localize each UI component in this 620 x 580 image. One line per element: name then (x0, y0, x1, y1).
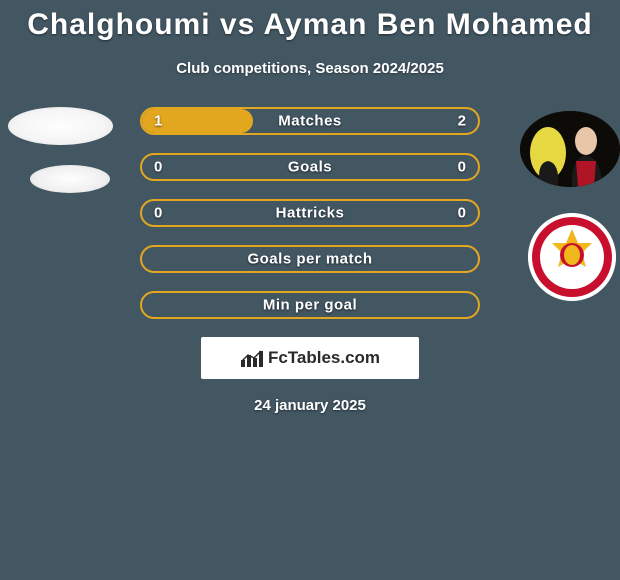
stat-row-gpm: Goals per match (140, 245, 480, 273)
stat-bars: 1 Matches 2 0 Goals 0 0 Hattricks 0 Goal… (140, 107, 480, 319)
player2-photo (520, 111, 620, 187)
stat-left-value: 0 (154, 205, 162, 222)
page-title: Chalghoumi vs Ayman Ben Mohamed (0, 0, 620, 42)
stat-right-value: 0 (458, 159, 466, 176)
watermark-logo: FcTables.com (201, 337, 419, 379)
stat-row-hattricks: 0 Hattricks 0 (140, 199, 480, 227)
stat-label: Goals (288, 159, 332, 176)
page-subtitle: Club competitions, Season 2024/2025 (0, 60, 620, 77)
stat-label: Min per goal (263, 297, 357, 314)
stat-right-value: 0 (458, 205, 466, 222)
stat-label: Hattricks (276, 205, 345, 222)
watermark-text: FcTables.com (268, 348, 380, 368)
player2-club-crest (528, 213, 616, 301)
stat-left-value: 0 (154, 159, 162, 176)
stat-row-mpg: Min per goal (140, 291, 480, 319)
stat-row-goals: 0 Goals 0 (140, 153, 480, 181)
comparison-area: 1 Matches 2 0 Goals 0 0 Hattricks 0 Goal… (0, 107, 620, 414)
stat-row-matches: 1 Matches 2 (140, 107, 480, 135)
stat-label: Goals per match (247, 251, 372, 268)
player1-avatar-top (8, 107, 113, 145)
date-label: 24 january 2025 (0, 397, 620, 414)
player1-avatar-bottom (30, 165, 110, 193)
stat-right-value: 2 (458, 113, 466, 130)
bars-icon (240, 348, 264, 368)
stat-label: Matches (278, 113, 342, 130)
stat-left-value: 1 (154, 113, 162, 130)
